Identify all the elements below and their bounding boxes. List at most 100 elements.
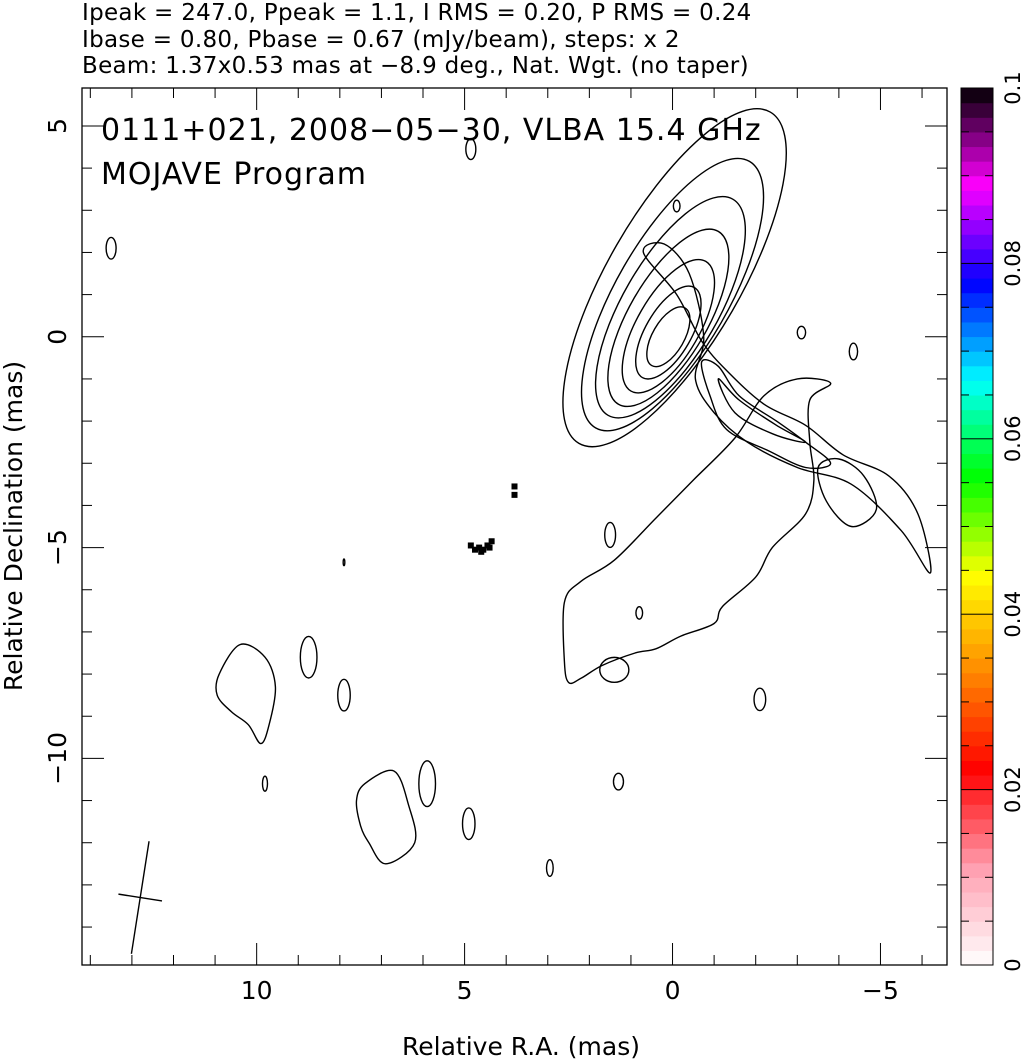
colorbar-band	[961, 88, 993, 104]
polarization-pixel	[486, 544, 493, 551]
colorbar-band	[961, 614, 993, 630]
colorbar-band	[961, 731, 993, 747]
core-contour	[594, 195, 747, 419]
colorbar-band	[961, 672, 993, 688]
colorbar-tick-label: 0.04	[1001, 591, 1021, 638]
colorbar-band	[961, 658, 993, 674]
polarization-pixel	[488, 538, 495, 545]
jet-outer-contour	[642, 241, 932, 574]
colorbar-band	[961, 292, 993, 308]
island-contour	[796, 325, 807, 340]
colorbar-band	[961, 789, 993, 805]
axes: 10 5 0 −5 5 0 −5 −10	[43, 88, 947, 1005]
colorbar-band	[961, 643, 993, 659]
colorbar-tick-label: 0.1	[1001, 71, 1021, 104]
colorbar-band	[961, 453, 993, 469]
header-line-3: Beam: 1.37x0.53 mas at −8.9 deg., Nat. W…	[82, 53, 749, 79]
colorbar-band	[961, 351, 993, 367]
colorbar-band	[961, 409, 993, 425]
island-contour	[465, 138, 477, 161]
beam-minor-axis	[118, 893, 163, 902]
x-tick-label: 0	[665, 976, 681, 1005]
colorbar-tick-label: 0.08	[1001, 240, 1021, 287]
colorbar-band	[961, 117, 993, 133]
polarization-pixel	[476, 544, 483, 551]
blob-contour	[215, 643, 277, 745]
colorbar-band	[961, 877, 993, 893]
island-contour	[461, 807, 476, 841]
colorbar-band	[961, 541, 993, 557]
island-contour	[848, 342, 859, 361]
core-contour	[580, 157, 765, 432]
jet-inner-contour	[700, 359, 832, 470]
colorbar-band	[961, 307, 993, 323]
colorbar-band	[961, 482, 993, 498]
colorbar-band	[961, 526, 993, 542]
y-tick-label: 0	[43, 329, 72, 345]
core-contour	[634, 285, 702, 380]
island-contour	[604, 521, 617, 549]
island-contour	[672, 199, 681, 213]
plot-frame	[81, 87, 948, 966]
colorbar-band	[961, 204, 993, 221]
core-contour	[621, 258, 716, 394]
y-tick-label: 5	[43, 118, 72, 134]
header-line-1: Ipeak = 247.0, Ppeak = 1.1, I RMS = 0.20…	[82, 0, 752, 26]
polarization-pixel	[511, 483, 518, 490]
y-axis-label: Relative Declination (mas)	[0, 361, 28, 691]
colorbar: 0 0.02 0.04 0.06 0.08 0.1	[960, 71, 1021, 972]
colorbar-band	[961, 365, 993, 381]
colorbar-band	[961, 570, 993, 586]
colorbar-band	[961, 921, 993, 937]
colorbar-band	[961, 906, 993, 922]
x-axis-label: Relative R.A. (mas)	[402, 1032, 640, 1060]
colorbar-band	[961, 848, 993, 864]
colorbar-band	[961, 555, 993, 571]
polarization-pixel	[511, 491, 518, 498]
colorbar-band	[961, 599, 993, 615]
island-contour	[635, 605, 644, 620]
colorbar-band	[961, 468, 993, 484]
colorbar-tick-label: 0.06	[1001, 415, 1021, 462]
colorbar-band	[961, 511, 993, 528]
colorbar-band	[961, 716, 993, 732]
colorbar-band	[961, 804, 993, 820]
colorbar-band	[961, 774, 993, 791]
polarization-pixel	[478, 548, 485, 555]
colorbar-band	[961, 745, 993, 761]
chart-subtitle: MOJAVE Program	[101, 157, 367, 192]
colorbar-band	[961, 584, 993, 601]
colorbar-band	[961, 935, 993, 951]
y-tick-label: −5	[43, 529, 72, 566]
island-contour	[418, 760, 437, 808]
colorbar-band	[961, 161, 993, 177]
colorbar-band	[961, 862, 993, 878]
colorbar-tick-label: 0.02	[1001, 766, 1021, 813]
colorbar-band	[961, 394, 993, 411]
island-contour	[545, 859, 554, 878]
core-contour	[562, 108, 787, 448]
core-contour	[607, 228, 730, 408]
colorbar-band	[961, 263, 993, 279]
colorbar-band	[961, 234, 993, 250]
beam-marker	[118, 841, 163, 954]
island-contour	[753, 687, 767, 712]
colorbar-band	[961, 950, 993, 966]
colorbar-band	[961, 628, 993, 645]
colorbar-band	[961, 438, 993, 455]
colorbar-band	[961, 833, 993, 849]
colorbar-band	[961, 278, 993, 294]
core-contour	[646, 306, 691, 368]
colorbar-band	[961, 760, 993, 776]
colorbar-band	[961, 175, 993, 191]
colorbar-band	[961, 146, 993, 162]
colorbar-band	[961, 497, 993, 513]
x-tick-label: 5	[457, 976, 473, 1005]
island-contour	[599, 656, 630, 684]
island-contour	[105, 236, 117, 260]
colorbar-band	[961, 131, 993, 148]
x-tick-label: −5	[862, 976, 899, 1005]
island-contour	[612, 772, 625, 791]
blob-contour	[355, 769, 417, 865]
